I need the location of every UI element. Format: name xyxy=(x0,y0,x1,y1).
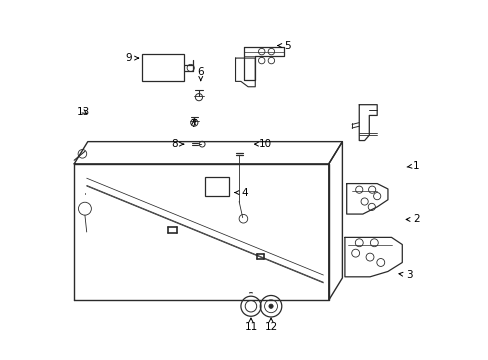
Text: 13: 13 xyxy=(77,107,90,117)
Text: 6: 6 xyxy=(197,67,203,81)
Text: 8: 8 xyxy=(171,139,183,149)
Text: 11: 11 xyxy=(244,318,257,332)
Bar xyxy=(204,177,229,196)
Text: 10: 10 xyxy=(254,139,271,149)
Text: 1: 1 xyxy=(406,161,418,171)
Text: 12: 12 xyxy=(264,318,277,332)
Text: 9: 9 xyxy=(125,53,138,63)
Text: 2: 2 xyxy=(406,215,419,224)
Text: 3: 3 xyxy=(398,270,412,280)
Circle shape xyxy=(268,304,273,309)
Bar xyxy=(142,54,183,81)
Text: 4: 4 xyxy=(235,188,247,198)
Text: 7: 7 xyxy=(190,120,197,129)
Text: 5: 5 xyxy=(277,41,290,50)
